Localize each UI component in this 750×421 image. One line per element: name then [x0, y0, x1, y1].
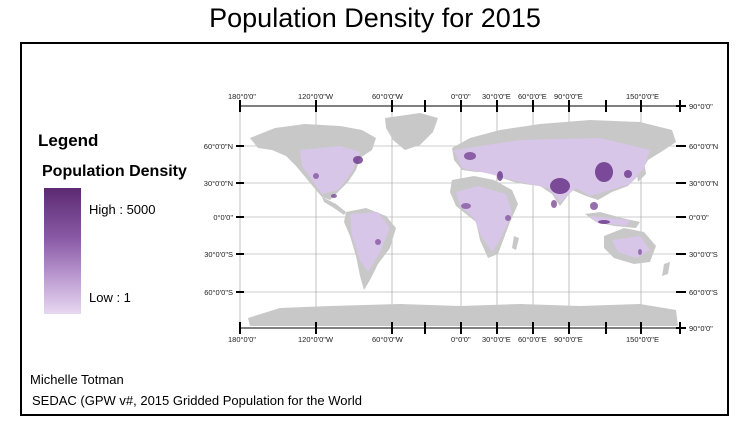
bottom-lon-label: 60°0'0"W [372, 335, 404, 344]
bottom-lon-label: 0°0'0" [451, 335, 471, 344]
top-lon-label: 60°0'0"E [518, 92, 547, 101]
left-lat-label: 60°0'0"S [204, 288, 233, 297]
populated-areas [300, 138, 650, 272]
top-lon-label: 150°0'0"E [626, 92, 659, 101]
top-lon-label: 180°0'0" [228, 92, 256, 101]
author-credit: Michelle Totman [30, 372, 124, 387]
right-lat-label: 30°0'0"N [689, 179, 718, 188]
top-lon-label: 120°0'0"W [298, 92, 334, 101]
legend-high-label: High : 5000 [89, 202, 156, 217]
top-lon-label: 60°0'0"W [372, 92, 404, 101]
legend-subtitle: Population Density [42, 163, 187, 180]
land-greenland [385, 113, 438, 150]
bottom-lon-label: 90°0'0"E [554, 335, 583, 344]
bottom-lon-label: 60°0'0"E [518, 335, 547, 344]
left-lat-label: 60°0'0"N [204, 142, 233, 151]
left-lat-label: 0°0'0" [213, 213, 233, 222]
left-lat-label: 30°0'0"S [204, 250, 233, 259]
right-lat-label: 0°0'0" [689, 213, 709, 222]
left-latitude-labels: 60°0'0"N 30°0'0"N 0°0'0" 30°0'0"S 60°0'0… [204, 142, 234, 297]
land-madagascar [512, 236, 519, 250]
dense-areas [313, 152, 642, 255]
right-latitude-labels: 90°0'0" 60°0'0"N 30°0'0"N 0°0'0" 30°0'0"… [689, 102, 718, 333]
right-lat-label: 90°0'0" [689, 324, 713, 333]
land-new-zealand [662, 262, 670, 276]
legend-low-label: Low : 1 [89, 290, 131, 305]
map-frame [20, 42, 729, 416]
bottom-lon-label: 150°0'0"E [626, 335, 659, 344]
legend-title: Legend [38, 131, 99, 150]
right-lat-label: 30°0'0"S [689, 250, 718, 259]
right-lat-label: 60°0'0"S [689, 288, 718, 297]
source-credit: SEDAC (GPW v#, 2015 Gridded Population f… [32, 393, 362, 408]
bottom-lon-label: 180°0'0" [228, 335, 256, 344]
legend-color-ramp [44, 188, 81, 314]
top-lon-label: 0°0'0" [451, 92, 471, 101]
right-lat-label: 90°0'0" [689, 102, 713, 111]
land-central-america [322, 197, 346, 215]
bottom-longitude-labels: 180°0'0" 120°0'0"W 60°0'0"W 0°0'0" 30°0'… [228, 335, 659, 344]
land-antarctica [248, 304, 678, 326]
bottom-lon-label: 30°0'0"E [482, 335, 511, 344]
top-longitude-labels: 180°0'0" 120°0'0"W 60°0'0"W 0°0'0" 30°0'… [228, 92, 659, 101]
top-lon-label: 30°0'0"E [482, 92, 511, 101]
left-lat-label: 30°0'0"N [204, 179, 233, 188]
bottom-lon-label: 120°0'0"W [298, 335, 334, 344]
top-lon-label: 90°0'0"E [554, 92, 583, 101]
page-title: Population Density for 2015 [209, 3, 541, 33]
right-lat-label: 60°0'0"N [689, 142, 718, 151]
map-border [236, 100, 686, 334]
